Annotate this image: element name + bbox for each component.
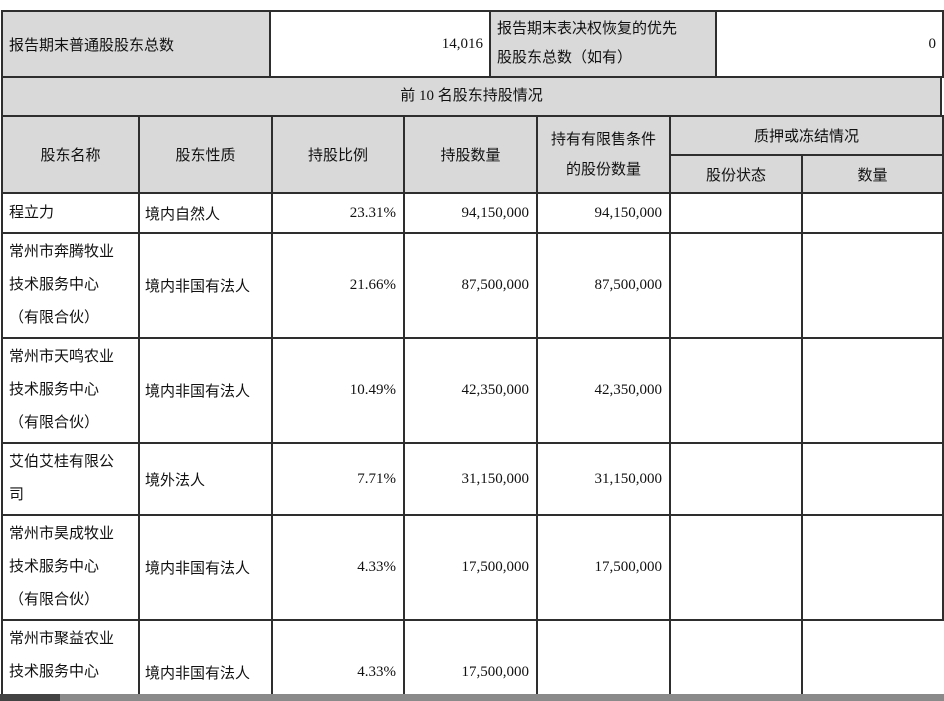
cell-pledge-status — [669, 442, 803, 516]
header-pledge-group: 质押或冻结情况 — [668, 115, 944, 156]
table-row: 艾伯艾桂有限公 司 境外法人 7.71% 31,150,000 31,150,0… — [1, 442, 944, 516]
cell-shareholding-ratio: 4.33% — [271, 514, 405, 621]
cell-pledge-quantity — [669, 619, 803, 701]
cell-shares-held: 42,350,000 — [403, 337, 538, 444]
summary-row: 报告期末普通股股东总数 14,016 报告期末表决权恢复的优先 股股东总数（如有… — [1, 10, 944, 78]
preferred-shareholders-label: 报告期末表决权恢复的优先 股股东总数（如有） — [489, 10, 717, 78]
table-row: 常州市天鸣农业 技术服务中心 （有限合伙） 境内非国有法人 10.49% 42,… — [1, 337, 944, 444]
preferred-shareholders-value: 0 — [715, 10, 944, 78]
cell-restricted-shares: 87,500,000 — [536, 232, 671, 339]
cell-pledge-quantity — [800, 442, 944, 516]
cell-shares-held: 87,500,000 — [403, 232, 538, 339]
horizontal-scrollbar[interactable] — [0, 694, 944, 701]
cell-shareholding-ratio: 10.49% — [271, 337, 405, 444]
horizontal-scrollbar-thumb[interactable] — [0, 694, 60, 701]
cell-shares-held: 94,150,000 — [403, 192, 538, 234]
header-pledge-quantity: 数量 — [800, 154, 944, 194]
table-row: 常州市昊成牧业 技术服务中心 （有限合伙） 境内非国有法人 4.33% 17,5… — [1, 514, 944, 621]
cell-shareholder-nature: 境内自然人 — [138, 192, 273, 234]
cell-restricted-shares: 31,150,000 — [536, 442, 671, 516]
header-pledge-status: 股份状态 — [669, 154, 803, 194]
cell-shareholder-name: 常州市天鸣农业 技术服务中心 （有限合伙） — [1, 337, 140, 444]
cell-restricted-shares: 42,350,000 — [536, 337, 671, 444]
ordinary-shareholders-label: 报告期末普通股股东总数 — [1, 10, 271, 78]
ordinary-shareholders-value: 14,016 — [269, 10, 491, 78]
cell-pledge-status — [669, 192, 803, 234]
cell-shareholding-ratio: 21.66% — [271, 232, 405, 339]
cell-restricted-shares: 17,500,000 — [536, 514, 671, 621]
cell-pledge-status — [669, 514, 803, 621]
top10-shareholders-table: 股东名称 股东性质 持股比例 持股数量 持有有限售条件 的股份数量 质押或冻结情… — [1, 115, 944, 701]
cell-shares-held: 17,500,000 — [403, 514, 538, 621]
cell-shareholder-name: 程立力 — [1, 192, 140, 234]
header-shareholding-ratio: 持股比例 — [271, 115, 405, 194]
cell-shareholding-ratio: 23.31% — [271, 192, 405, 234]
cell-shares-held: 31,150,000 — [403, 442, 538, 516]
cell-restricted-shares: 94,150,000 — [536, 192, 671, 234]
cell-pledge-status — [669, 337, 803, 444]
table-subheader-row: 股份状态 数量 — [2, 154, 944, 194]
cell-shareholder-nature: 境内非国有法人 — [138, 337, 273, 444]
top10-shareholders-banner: 前 10 名股东持股情况 — [1, 76, 942, 117]
shareholder-disclosure-document: 报告期末普通股股东总数 14,016 报告期末表决权恢复的优先 股股东总数（如有… — [1, 10, 944, 701]
cell-pledge-quantity — [800, 192, 944, 234]
cell-shares-held: 17,500,000 — [403, 619, 538, 701]
cell-pledge-quantity — [800, 337, 944, 444]
shareholder-count-summary: 报告期末普通股股东总数 14,016 报告期末表决权恢复的优先 股股东总数（如有… — [1, 10, 944, 78]
header-shareholder-nature: 股东性质 — [138, 115, 273, 194]
cell-shareholding-ratio: 4.33% — [271, 619, 405, 701]
cell-shareholder-nature: 境内非国有法人 — [138, 232, 273, 339]
table-row: 常州市奔腾牧业 技术服务中心 （有限合伙） 境内非国有法人 21.66% 87,… — [1, 232, 944, 339]
header-restricted-shares: 持有有限售条件 的股份数量 — [536, 115, 671, 194]
header-shares-held: 持股数量 — [403, 115, 538, 194]
cell-shareholder-name: 常州市昊成牧业 技术服务中心 （有限合伙） — [1, 514, 140, 621]
cell-shareholding-ratio: 7.71% — [271, 442, 405, 516]
cell-shareholder-name: 常州市奔腾牧业 技术服务中心 （有限合伙） — [1, 232, 140, 339]
cell-shareholder-name: 艾伯艾桂有限公 司 — [1, 442, 140, 516]
cell-shareholder-nature: 境外法人 — [138, 442, 273, 516]
table-header-row: 股东名称 股东性质 持股比例 持股数量 持有有限售条件 的股份数量 质押或冻结情… — [1, 115, 944, 194]
table-row: 常州市聚益农业 技术服务中心 （有限合伙） 境内非国有法人 4.33% 17,5… — [1, 619, 943, 701]
cell-shareholder-nature: 境内非国有法人 — [138, 514, 273, 621]
cell-pledge-quantity — [800, 514, 944, 621]
cell-pledge-status — [536, 619, 671, 701]
cell-shareholder-nature: 境内非国有法人 — [138, 619, 273, 701]
cell-pledge-status — [669, 232, 803, 339]
header-shareholder-name: 股东名称 — [1, 115, 140, 194]
cell-shareholder-name: 常州市聚益农业 技术服务中心 （有限合伙） — [1, 619, 140, 701]
table-row: 程立力 境内自然人 23.31% 94,150,000 94,150,000 — [1, 192, 944, 234]
cell-pledge-quantity — [800, 232, 944, 339]
